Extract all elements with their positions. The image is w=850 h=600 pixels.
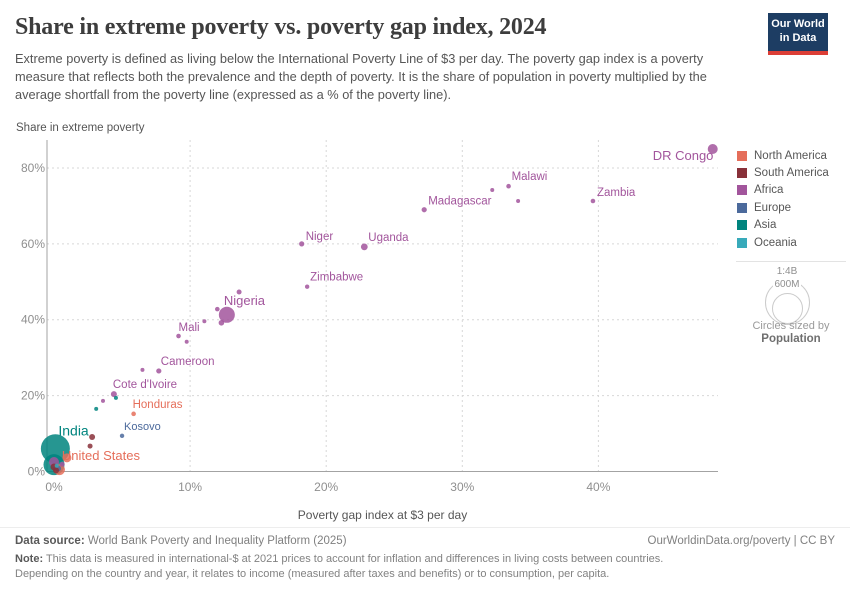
dot-zimbabwe[interactable] [304, 284, 310, 289]
y-tick-0%: 0% [28, 465, 46, 479]
legend-swatch-north-america [737, 150, 747, 161]
legend-item-europe[interactable]: Europe [737, 199, 829, 216]
data-source-text: Data source: World Bank Poverty and Ineq… [15, 535, 347, 547]
label-niger[interactable]: Niger [306, 231, 334, 243]
continent-legend: North America South America Africa Europe As… [737, 147, 829, 251]
x-tick-0%: 0% [45, 480, 63, 494]
label-malawi[interactable]: Malawi [512, 171, 548, 183]
dot-zambia[interactable] [590, 198, 596, 204]
chart-subtitle: Extreme poverty is defined as living bel… [15, 51, 707, 103]
dot-unlabeled-asia[interactable] [94, 406, 99, 411]
label-zimbabwe[interactable]: Zimbabwe [310, 272, 363, 284]
y-axis-title: Share in extreme poverty [16, 122, 145, 134]
legend-swatch-europe [737, 202, 747, 213]
dot-unlabeled-africa[interactable] [516, 198, 521, 203]
dot-united-states[interactable] [62, 453, 72, 463]
dot-malawi[interactable] [506, 183, 511, 189]
x-tick-40%: 40% [586, 480, 610, 494]
dot-niger[interactable] [299, 241, 305, 247]
x-axis-title: Poverty gap index at $3 per day [297, 508, 468, 522]
dot-unlabeled-africa[interactable] [100, 398, 105, 403]
y-tick-20%: 20% [21, 389, 45, 403]
legend-label: Europe [754, 201, 792, 214]
y-tick-80%: 80% [21, 161, 45, 175]
dot-unlabeled-asia[interactable] [113, 395, 118, 400]
owid-logo-line2: in Data [779, 32, 817, 45]
y-tick-40%: 40% [21, 313, 45, 327]
dot-unlabeled-africa[interactable] [490, 187, 495, 192]
dot-nigeria[interactable] [218, 306, 235, 323]
dot-honduras[interactable] [131, 411, 136, 417]
label-cote-d-ivoire[interactable]: Cote d'Ivoire [113, 379, 177, 391]
y-tick-60%: 60% [21, 237, 45, 251]
label-zambia[interactable]: Zambia [597, 187, 636, 199]
x-tick-20%: 20% [314, 480, 338, 494]
dot-cameroon[interactable] [156, 368, 162, 374]
legend-label: North America [754, 149, 827, 162]
label-nigeria[interactable]: Nigeria [224, 293, 266, 308]
size-legend-inner-circle [772, 293, 803, 324]
dot-mali[interactable] [176, 333, 181, 339]
dot-unlabeled-africa[interactable] [215, 306, 220, 312]
legend-item-south-america[interactable]: South America [737, 164, 829, 181]
dot-unlabeled-africa[interactable] [59, 461, 65, 467]
dot-unlabeled-africa[interactable] [218, 319, 225, 326]
legend-item-asia[interactable]: Asia [737, 217, 829, 234]
dot-unlabeled-oceania[interactable] [54, 463, 59, 468]
x-tick-10%: 10% [178, 480, 202, 494]
label-kosovo[interactable]: Kosovo [124, 421, 161, 433]
dot-dr-congo[interactable] [707, 144, 718, 155]
footer-divider [0, 527, 850, 528]
size-legend-caption-bold: Population [761, 333, 821, 345]
footer-note: Note: This data is measured in internati… [15, 553, 664, 581]
legend-label: Africa [754, 184, 784, 197]
legend-swatch-oceania [737, 237, 747, 248]
dot-kosovo[interactable] [119, 433, 125, 439]
label-honduras[interactable]: Honduras [133, 399, 183, 411]
legend-swatch-africa [737, 185, 747, 196]
size-legend-caption: Circles sized by [752, 320, 830, 332]
page-title: Share in extreme poverty vs. poverty gap… [15, 14, 547, 40]
footer-source-row: Data source: World Bank Poverty and Ineq… [15, 535, 835, 547]
legend-swatch-south-america [737, 168, 747, 179]
dot-unlabeled-africa[interactable] [184, 339, 189, 344]
owid-link[interactable]: OurWorldinData.org/poverty | CC BY [647, 535, 835, 547]
legend-label: South America [754, 167, 829, 180]
owid-logo[interactable]: Our World in Data [768, 13, 828, 55]
legend-item-africa[interactable]: Africa [737, 182, 829, 199]
label-india[interactable]: India [58, 423, 89, 439]
label-cameroon[interactable]: Cameroon [161, 356, 215, 368]
legend-item-north-america[interactable]: North America [737, 147, 829, 164]
label-united-states[interactable]: United States [62, 448, 141, 463]
size-legend-inner-value: 600M [773, 279, 801, 290]
dot-madagascar[interactable] [421, 207, 427, 213]
dot-cote-d-ivoire[interactable] [110, 391, 117, 398]
legend-label: Asia [754, 219, 777, 232]
dot-unlabeled-africa[interactable] [202, 319, 207, 324]
legend-swatch-asia [737, 220, 747, 231]
label-dr-congo[interactable]: DR Congo [653, 148, 714, 163]
label-madagascar[interactable]: Madagascar [428, 196, 491, 208]
dot-unlabeled-africa[interactable] [236, 289, 242, 295]
legend-item-oceania[interactable]: Oceania [737, 234, 829, 251]
chart-header: Share in extreme poverty vs. poverty gap… [15, 14, 755, 104]
dot-unlabeled-south-america[interactable] [53, 467, 60, 474]
owid-logo-line1: Our World [771, 18, 825, 30]
x-tick-30%: 30% [450, 480, 474, 494]
label-uganda[interactable]: Uganda [368, 232, 409, 244]
dot-unlabeled-africa[interactable] [140, 367, 145, 372]
dot-unlabeled-south-america[interactable] [89, 433, 96, 440]
dot-unlabeled-south-america[interactable] [87, 443, 93, 449]
dot-uganda[interactable] [360, 243, 368, 251]
legend-label: Oceania [754, 236, 797, 249]
legend-divider [736, 261, 846, 262]
label-mali[interactable]: Mali [179, 322, 200, 334]
size-legend-outer-value: 1:4B [775, 266, 799, 277]
